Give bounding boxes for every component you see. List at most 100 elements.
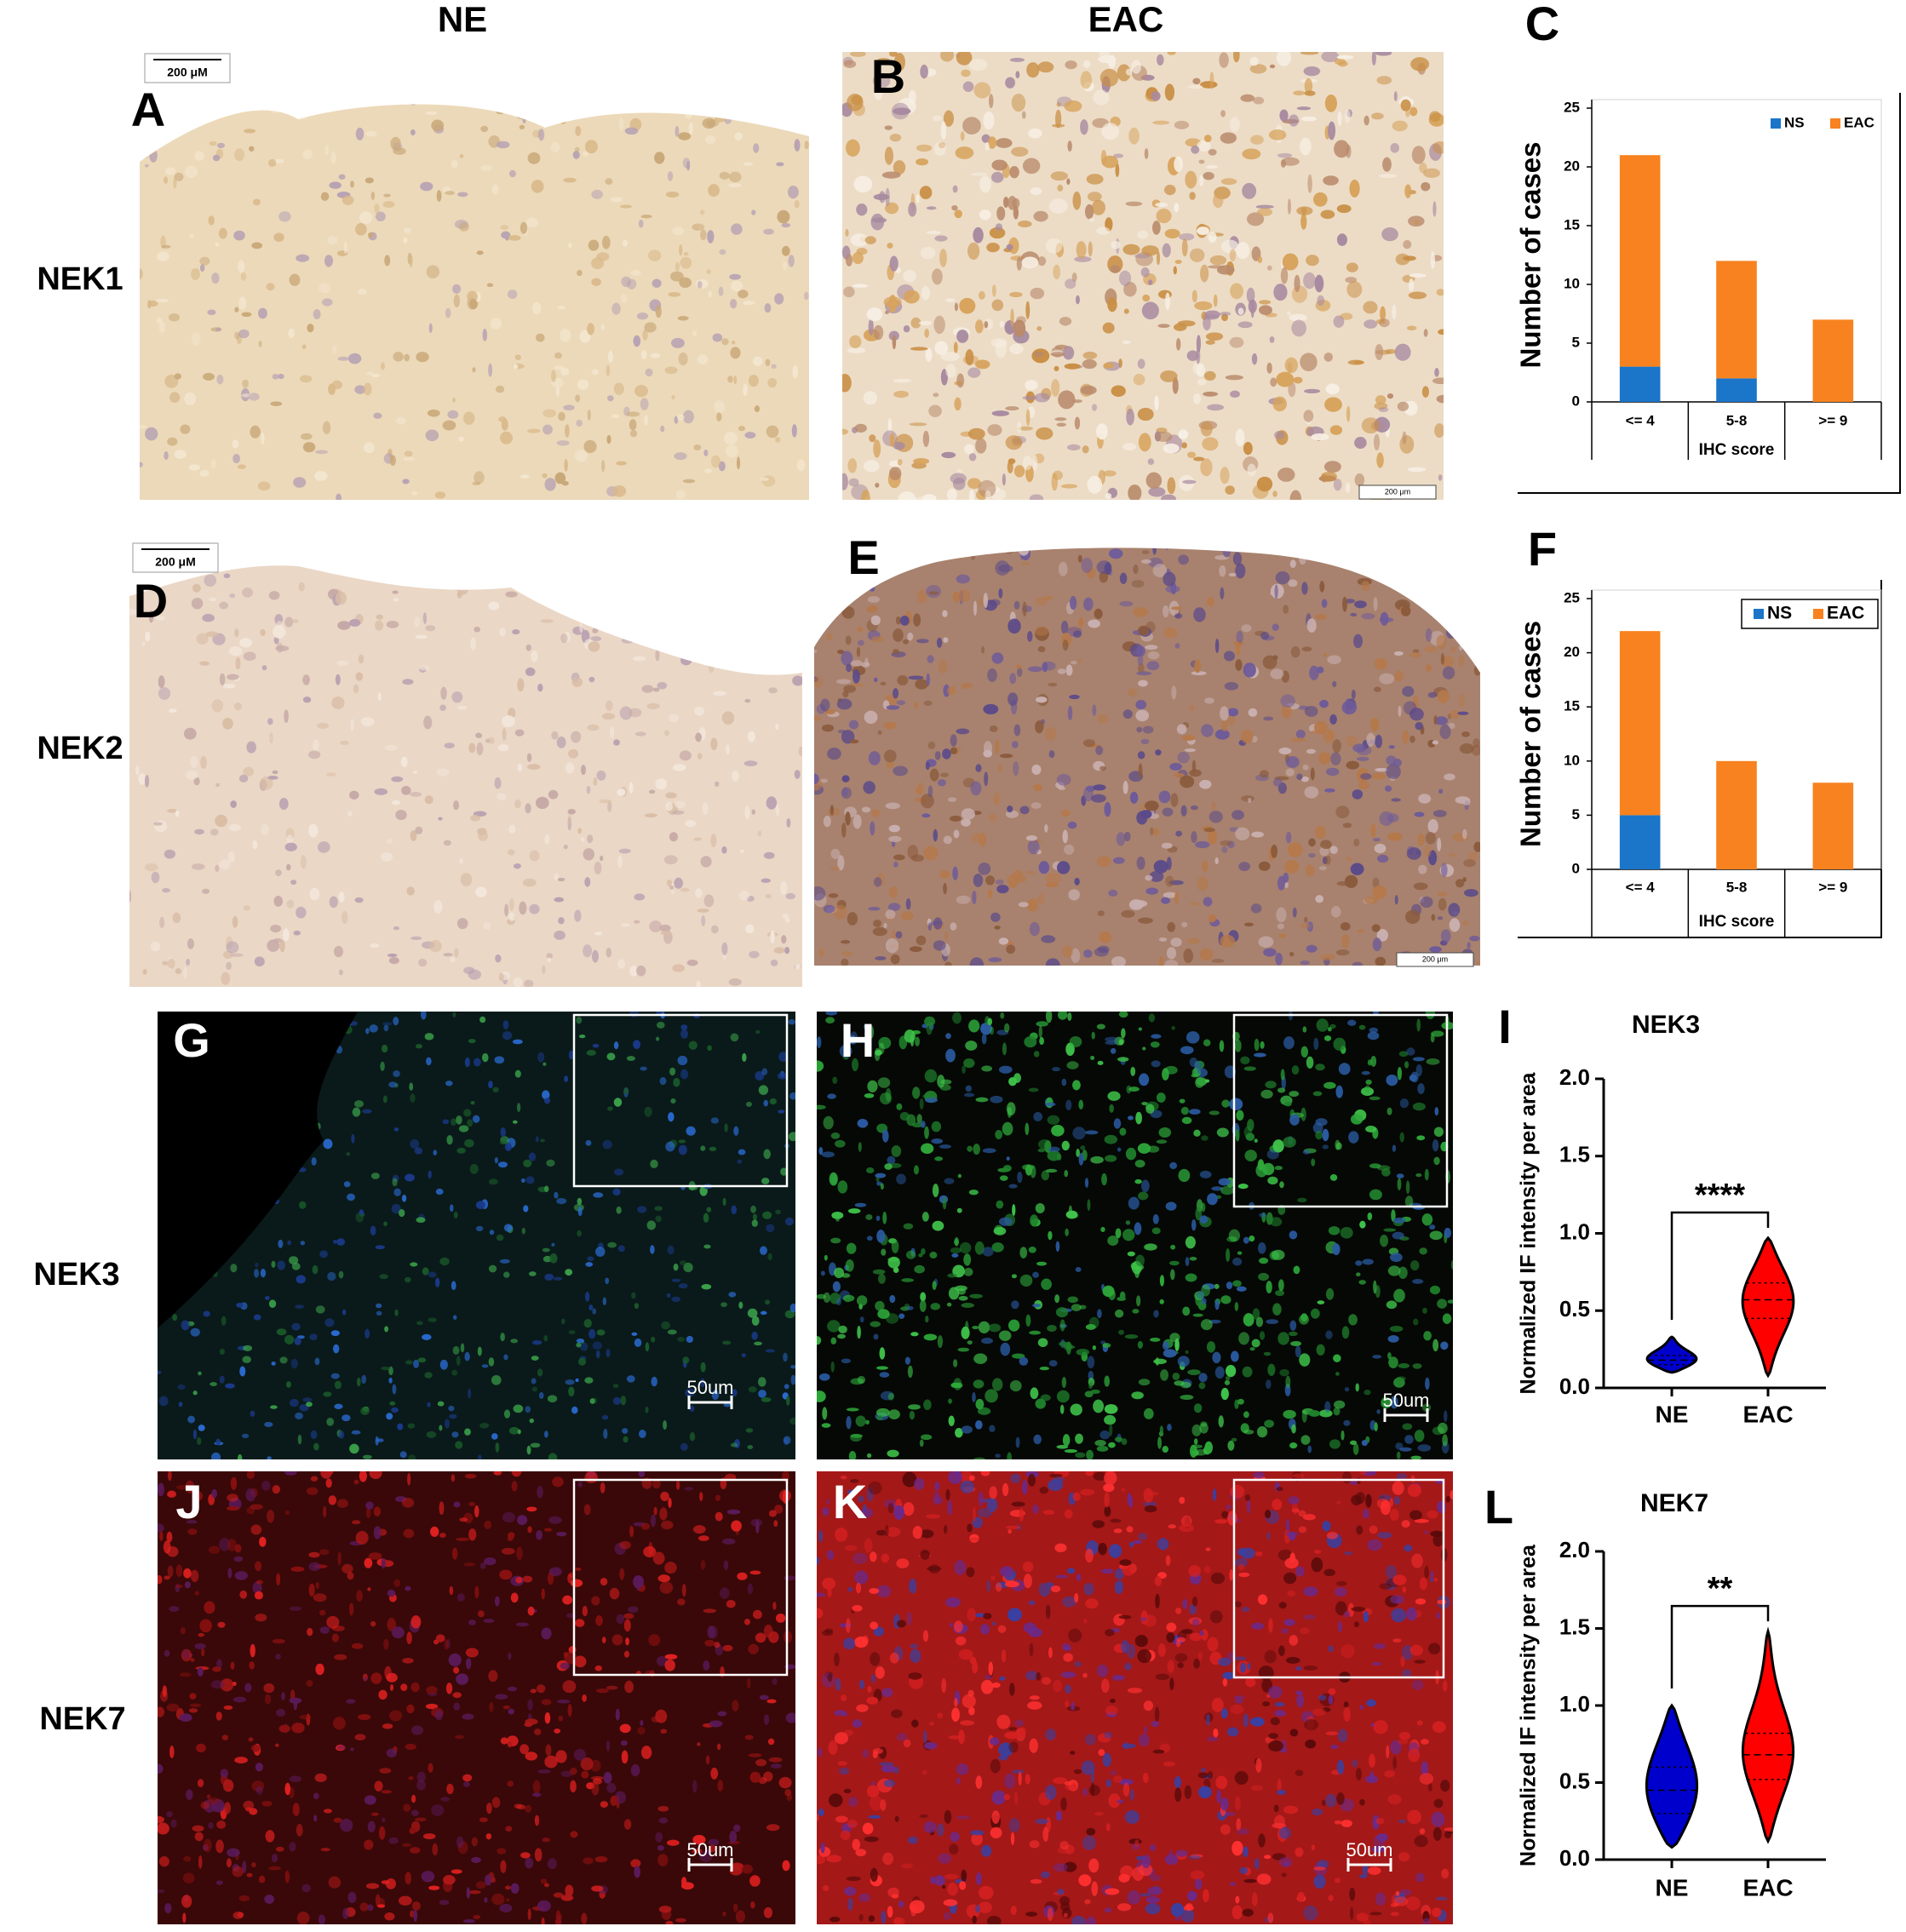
texture xyxy=(1475,960,1480,965)
texture xyxy=(770,959,778,966)
texture xyxy=(272,1638,285,1644)
texture xyxy=(474,626,480,633)
texture xyxy=(284,616,294,628)
texture xyxy=(1380,611,1389,626)
texture xyxy=(924,1069,938,1083)
texture xyxy=(785,1712,795,1723)
texture xyxy=(1300,116,1318,122)
texture xyxy=(893,861,898,868)
texture xyxy=(315,1581,319,1590)
texture xyxy=(934,751,941,760)
texture xyxy=(197,1667,204,1677)
texture xyxy=(417,1357,427,1363)
texture xyxy=(1392,120,1408,132)
texture xyxy=(999,1175,1008,1181)
texture xyxy=(1254,1052,1266,1058)
texture xyxy=(300,1241,306,1246)
texture xyxy=(1457,711,1469,715)
texture xyxy=(1065,1210,1078,1219)
texture xyxy=(1058,1341,1069,1347)
texture xyxy=(1302,1149,1311,1155)
texture xyxy=(1296,106,1312,111)
texture xyxy=(1218,1415,1224,1428)
texture xyxy=(531,651,538,662)
texture xyxy=(289,1775,302,1783)
texture xyxy=(957,1173,962,1178)
texture xyxy=(738,1301,743,1310)
texture xyxy=(1353,633,1363,649)
texture xyxy=(472,1115,480,1123)
texture xyxy=(1336,204,1352,214)
texture xyxy=(750,1901,755,1909)
texture xyxy=(192,1390,198,1396)
texture xyxy=(1147,651,1160,660)
texture xyxy=(835,1218,840,1222)
texture xyxy=(1033,351,1044,358)
texture xyxy=(814,773,819,785)
texture xyxy=(394,1309,399,1316)
texture xyxy=(615,1708,620,1721)
texture xyxy=(852,284,868,288)
texture xyxy=(514,729,525,737)
texture xyxy=(763,851,775,859)
texture xyxy=(233,1696,247,1703)
texture xyxy=(427,409,440,417)
texture xyxy=(1141,1101,1148,1106)
texture xyxy=(888,1409,900,1419)
texture xyxy=(1277,152,1293,158)
texture xyxy=(761,1396,772,1402)
texture xyxy=(491,1797,501,1809)
texture xyxy=(1264,1419,1275,1428)
texture xyxy=(668,714,680,723)
texture xyxy=(393,1070,400,1078)
texture xyxy=(340,740,349,745)
texture xyxy=(1104,1404,1118,1414)
texture xyxy=(624,127,639,135)
texture xyxy=(245,1488,256,1502)
texture xyxy=(1148,486,1166,497)
texture xyxy=(425,1703,439,1710)
texture xyxy=(692,1780,698,1793)
texture xyxy=(1409,106,1418,117)
texture xyxy=(752,1213,757,1220)
texture xyxy=(243,1800,255,1810)
texture xyxy=(988,94,994,109)
texture xyxy=(1350,863,1364,875)
texture xyxy=(373,412,382,419)
texture xyxy=(1236,1286,1247,1292)
texture xyxy=(858,1495,864,1503)
texture xyxy=(780,1167,788,1176)
texture xyxy=(1097,714,1109,724)
texture xyxy=(426,265,440,279)
texture xyxy=(961,1303,974,1308)
texture xyxy=(424,795,433,805)
texture xyxy=(1440,929,1451,943)
texture xyxy=(1369,1027,1379,1034)
texture xyxy=(916,935,927,946)
texture xyxy=(1171,1025,1175,1030)
texture xyxy=(1283,1409,1296,1419)
texture xyxy=(1084,1899,1091,1905)
texture xyxy=(924,1126,929,1139)
texture xyxy=(727,376,733,383)
texture xyxy=(1306,255,1319,267)
texture xyxy=(529,850,540,862)
texture xyxy=(1133,564,1139,575)
texture xyxy=(830,1237,841,1244)
texture xyxy=(932,115,942,122)
texture xyxy=(336,1499,348,1508)
texture xyxy=(551,1242,555,1247)
texture xyxy=(516,1515,528,1526)
texture xyxy=(495,954,502,963)
texture xyxy=(210,458,216,469)
texture xyxy=(249,1661,255,1670)
texture xyxy=(663,1419,668,1430)
texture xyxy=(166,1703,180,1712)
texture xyxy=(560,1662,571,1670)
texture xyxy=(554,1918,562,1924)
texture xyxy=(202,613,215,622)
texture xyxy=(1371,112,1384,120)
texture xyxy=(1303,66,1321,77)
texture xyxy=(1300,137,1312,156)
texture xyxy=(672,964,686,972)
